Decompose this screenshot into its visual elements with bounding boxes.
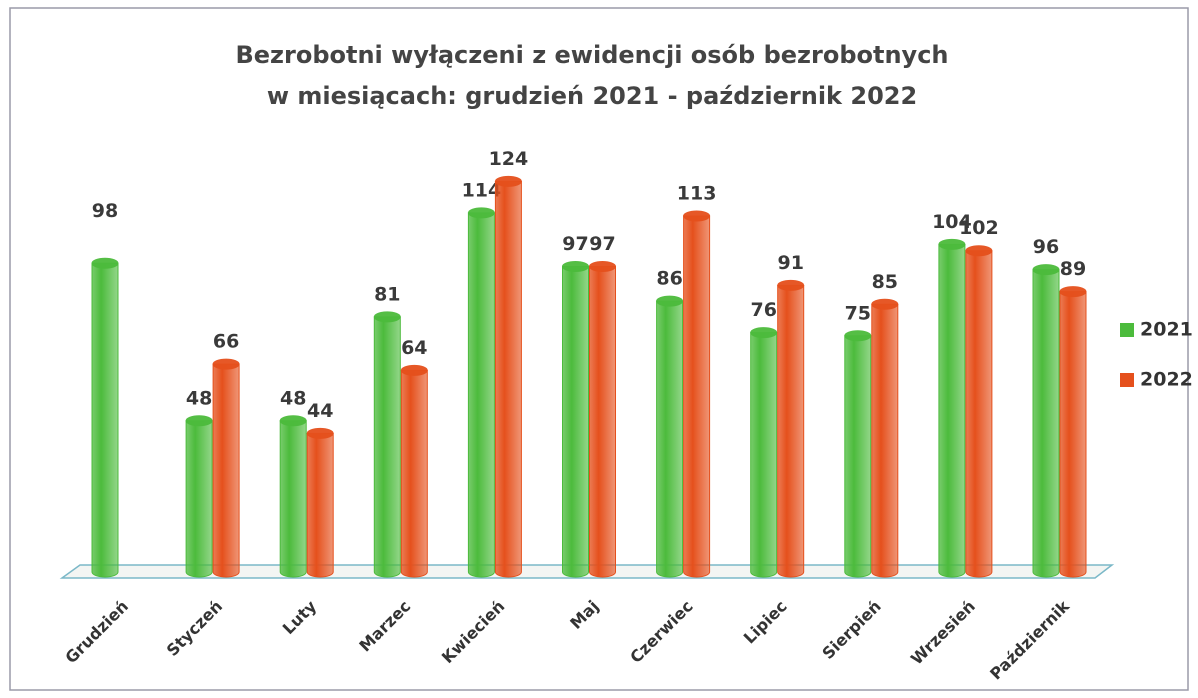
bar-top	[279, 415, 307, 427]
bar	[306, 432, 334, 578]
bar	[562, 265, 589, 578]
bar-top	[467, 207, 495, 219]
bar	[965, 250, 993, 578]
chart-title: Bezrobotni wyłączeni z ewidencji osób be…	[235, 41, 948, 69]
bar	[777, 284, 805, 578]
chart-title: w miesiącach: grudzień 2021 - październi…	[267, 82, 917, 110]
bar-top	[185, 415, 213, 427]
bar-top	[683, 210, 711, 222]
bar	[494, 180, 522, 578]
bar	[1059, 291, 1087, 578]
bar	[1032, 269, 1060, 578]
bar-top	[1032, 264, 1060, 276]
value-label: 102	[959, 217, 999, 239]
value-label: 114	[462, 179, 502, 201]
legend-swatch	[1120, 373, 1134, 387]
value-label: 97	[589, 233, 615, 255]
bar-top	[91, 257, 119, 269]
bar-top	[562, 260, 589, 272]
bar-top	[844, 330, 872, 342]
bar	[750, 332, 778, 578]
value-label: 113	[677, 183, 717, 205]
bar-top	[494, 175, 522, 187]
value-label: 91	[777, 252, 803, 274]
value-label: 85	[872, 271, 898, 293]
bar	[938, 243, 966, 578]
value-label: 96	[1033, 236, 1059, 258]
value-label: 104	[932, 211, 972, 233]
bar	[683, 215, 711, 578]
legend-swatch	[1120, 323, 1134, 337]
value-label: 98	[92, 200, 118, 222]
value-label: 44	[307, 400, 333, 422]
bar	[400, 369, 428, 578]
legend-label: 2022	[1140, 369, 1193, 391]
value-label: 81	[374, 283, 400, 305]
bar-top	[656, 295, 684, 307]
legend-label: 2021	[1140, 319, 1193, 341]
bar	[844, 335, 872, 578]
bar-top	[373, 311, 401, 323]
value-label: 97	[562, 233, 588, 255]
value-label: 48	[280, 387, 306, 409]
bar-top	[777, 279, 805, 291]
value-label: 89	[1060, 258, 1086, 280]
value-label: 64	[401, 337, 427, 359]
value-label: 86	[656, 268, 682, 290]
bar	[656, 300, 684, 578]
bar-top	[750, 327, 778, 339]
bar-top	[1059, 286, 1087, 298]
bar	[871, 303, 899, 578]
value-label: 66	[213, 331, 239, 353]
value-label: 75	[845, 302, 871, 324]
bar	[279, 420, 307, 578]
bar	[212, 363, 240, 578]
bar	[185, 420, 213, 578]
bar-top	[212, 358, 240, 370]
bar-top	[306, 427, 334, 439]
bar-top	[938, 238, 966, 250]
value-label: 124	[489, 148, 529, 170]
value-label: 48	[186, 387, 212, 409]
bar	[589, 265, 616, 578]
bar	[91, 262, 119, 578]
value-label: 76	[750, 299, 776, 321]
bar	[373, 316, 401, 578]
bar-top	[400, 364, 428, 376]
bar-top	[965, 245, 993, 257]
bar-top	[589, 260, 616, 272]
bar-top	[871, 298, 899, 310]
bar	[467, 212, 495, 578]
